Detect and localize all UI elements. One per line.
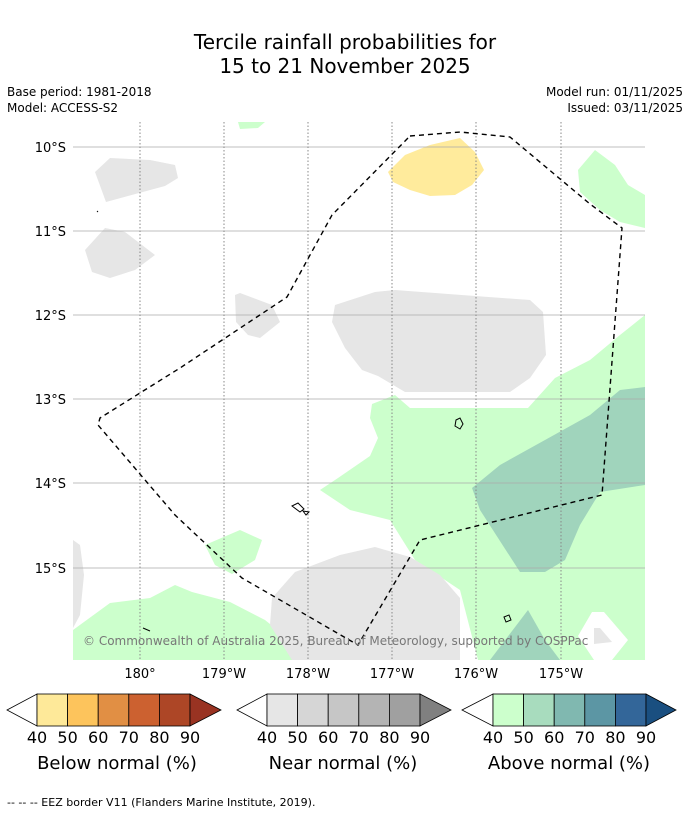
colorbar-tick: 90 xyxy=(180,728,200,747)
colorbar-label-below: Below normal (%) xyxy=(37,753,197,774)
title-line-1: Tercile rainfall probabilities for xyxy=(193,30,497,54)
colorbar-swatch xyxy=(358,693,390,727)
colorbar-tick: 50 xyxy=(513,728,533,747)
lon-label: 177°W xyxy=(370,667,414,682)
island-outline xyxy=(454,417,464,430)
colorbar-under-arrow xyxy=(461,693,494,727)
colorbar-tick: 80 xyxy=(605,728,625,747)
colorbar-tick: 80 xyxy=(379,728,399,747)
island-outline xyxy=(301,510,311,516)
colorbar-swatch xyxy=(584,693,616,727)
near-normal-region-west xyxy=(235,293,280,338)
colorbar-tick: 60 xyxy=(318,728,338,747)
colorbar-swatch xyxy=(553,693,586,727)
colorbar-tick: 50 xyxy=(57,728,77,747)
lon-label: 179°W xyxy=(202,667,246,682)
near-normal-region-south xyxy=(270,547,460,660)
lat-label: 11°S xyxy=(35,225,66,240)
island-outline xyxy=(291,502,305,513)
colorbar-swatch xyxy=(615,693,647,727)
colorbar-swatch xyxy=(388,693,421,727)
colorbar-tick: 40 xyxy=(27,728,47,747)
lon-label: 175°W xyxy=(539,667,583,682)
colorbar-swatch xyxy=(297,693,329,727)
colorbar-tick: 80 xyxy=(149,728,169,747)
colorbar-below: 40 50 60 70 80 90 xyxy=(6,693,222,747)
above-normal-region-ne xyxy=(578,150,645,228)
colorbar-above: 40 50 60 70 80 90 xyxy=(461,693,677,747)
lat-label: 15°S xyxy=(35,562,66,577)
colorbar-swatch xyxy=(266,693,299,727)
above-normal-region-top xyxy=(238,122,265,129)
above-normal-region-teal xyxy=(472,387,645,572)
eez-border xyxy=(97,131,623,646)
longitude-labels: 180° 179°W 178°W 177°W 176°W 175°W xyxy=(124,667,583,682)
islands xyxy=(96,210,512,632)
colorbar-swatch xyxy=(327,693,360,727)
lat-label: 14°S xyxy=(35,477,66,492)
colorbar-under-arrow xyxy=(236,693,268,727)
meta-right: Model run: 01/11/2025 Issued: 03/11/2025 xyxy=(546,84,683,116)
lat-label: 10°S xyxy=(35,141,66,156)
lon-label: 178°W xyxy=(286,667,330,682)
probability-shading xyxy=(73,122,645,660)
colorbar-tick: 40 xyxy=(483,728,503,747)
map-title: Tercile rainfall probabilities for 15 to… xyxy=(0,30,690,78)
colorbar-under-arrow xyxy=(6,693,38,727)
colorbar-over-arrow xyxy=(189,693,222,727)
colorbar-swatch xyxy=(128,693,160,727)
white-enclosure-inner xyxy=(594,628,612,644)
issued-date: Issued: 03/11/2025 xyxy=(567,101,683,115)
colorbar-tick: 70 xyxy=(119,728,139,747)
colorbar-label-above: Above normal (%) xyxy=(487,753,651,774)
meta-left: Base period: 1981-2018 Model: ACCESS-S2 xyxy=(7,84,152,116)
eez-footnote: -- -- -- EEZ border V11 (Flanders Marine… xyxy=(7,796,316,809)
colorbar-near: 40 50 60 70 80 90 xyxy=(236,693,452,747)
colorbar-label-near: Near normal (%) xyxy=(268,753,418,774)
title-line-2: 15 to 21 November 2025 xyxy=(219,54,471,78)
colorbar-tick: 50 xyxy=(287,728,307,747)
latitude-labels: 10°S 11°S 12°S 13°S 14°S 15°S xyxy=(35,141,66,577)
lon-label: 176°W xyxy=(454,667,498,682)
lat-label: 13°S xyxy=(35,393,66,408)
island-outline xyxy=(142,627,151,632)
island-outline xyxy=(96,210,99,213)
base-period: Base period: 1981-2018 xyxy=(7,85,152,99)
colorbar-swatch xyxy=(97,693,130,727)
model-run: Model run: 01/11/2025 xyxy=(545,85,683,99)
colorbar-tick: 90 xyxy=(636,728,656,747)
map-copyright: © Commonwealth of Australia 2025, Bureau… xyxy=(83,634,588,648)
model-name: Model: ACCESS-S2 xyxy=(7,101,119,115)
lat-label: 12°S xyxy=(35,309,66,324)
colorbar-swatch xyxy=(158,693,191,727)
island-outline xyxy=(503,614,512,623)
colorbar-over-arrow xyxy=(419,693,452,727)
below-normal-region xyxy=(388,138,484,196)
near-normal-region-small xyxy=(446,350,470,362)
colorbar-tick: 70 xyxy=(349,728,369,747)
near-normal-region-center xyxy=(332,290,546,392)
lon-label: 180° xyxy=(124,667,155,682)
near-normal-region-nw xyxy=(95,158,178,202)
colorbar-swatch xyxy=(523,693,555,727)
near-normal-region-edge xyxy=(73,540,84,628)
near-normal-region-w2 xyxy=(85,228,155,278)
colorbar-swatch xyxy=(67,693,99,727)
colorbar-tick: 90 xyxy=(410,728,430,747)
colorbar-tick: 60 xyxy=(88,728,108,747)
map-canvas: © Commonwealth of Australia 2025, Bureau… xyxy=(6,122,677,747)
colorbar-tick: 60 xyxy=(544,728,564,747)
above-normal-region-teal-south xyxy=(490,610,560,660)
colorbar-over-arrow xyxy=(645,693,677,727)
above-normal-region-sw xyxy=(73,585,320,660)
colorbars: 40 50 60 70 80 90 40 50 60 70 80 90 40 50 60 70 80 90 xyxy=(6,693,677,747)
colorbar-swatch xyxy=(492,693,525,727)
colorbar-swatch xyxy=(36,693,69,727)
colorbar-tick: 40 xyxy=(257,728,277,747)
colorbar-tick: 70 xyxy=(575,728,595,747)
graticule xyxy=(73,122,645,660)
above-normal-region-mid xyxy=(205,530,262,574)
